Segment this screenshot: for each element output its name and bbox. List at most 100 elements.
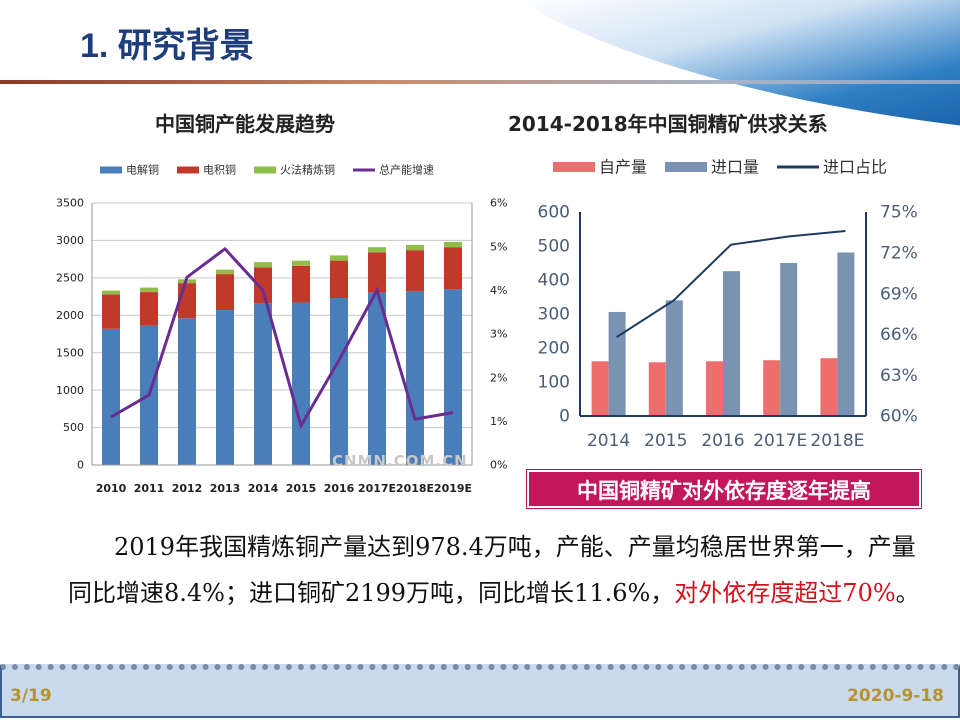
bar-电解铜 — [406, 291, 424, 465]
legend-label: 电解铜 — [126, 163, 159, 177]
title-divider — [0, 80, 960, 84]
y2-tick-label: 3% — [490, 328, 507, 341]
chart2-title: 2014-2018年中国铜精矿供求关系 — [508, 112, 828, 136]
bar-电解铜 — [330, 298, 348, 465]
x-tick-label: 2016 — [324, 482, 355, 495]
legend-label: 自产量 — [599, 157, 647, 176]
legend-swatch — [100, 166, 122, 174]
y-tick-label: 500 — [63, 421, 84, 434]
y-tick-label: 0 — [77, 459, 84, 472]
legend-label: 火法精炼铜 — [280, 163, 335, 177]
bar-电解铜 — [216, 310, 234, 465]
bar-火法精炼铜 — [102, 290, 120, 295]
bar-电解铜 — [178, 318, 196, 465]
x-tick-label: 2012 — [172, 482, 203, 495]
bar-火法精炼铜 — [254, 262, 272, 268]
bar-电解铜 — [368, 292, 386, 465]
y2-tick-label: 6% — [490, 197, 507, 210]
bar-火法精炼铜 — [444, 241, 462, 248]
bar-自产量 — [648, 362, 666, 416]
bar-电解铜 — [292, 302, 310, 465]
legend-label: 电积铜 — [203, 163, 236, 177]
y2-tick-label: 4% — [490, 284, 507, 297]
bar-电解铜 — [254, 303, 272, 465]
para-text: 2019年我国精炼铜产量达到978.4万吨，产能、产量均稳居世界第一，产量同比增… — [68, 533, 916, 607]
legend-swatch — [665, 162, 707, 172]
x-tick-label: 2018E — [396, 482, 434, 495]
x-tick-label: 2017E — [753, 431, 807, 451]
line-进口占比 — [616, 230, 846, 338]
y-tick-label: 1000 — [56, 384, 84, 397]
slide-title: 1. 研究背景 — [80, 27, 254, 65]
bar-进口量 — [780, 263, 798, 416]
y2-tick-label: 72% — [880, 243, 918, 263]
bar-电解铜 — [444, 289, 462, 465]
page-number: 3/19 — [10, 686, 52, 706]
legend-swatch — [553, 162, 595, 172]
x-tick-label: 2015 — [286, 482, 317, 495]
body-paragraph: 2019年我国精炼铜产量达到978.4万吨，产能、产量均稳居世界第一，产量同比增… — [68, 524, 928, 616]
bar-自产量 — [591, 361, 609, 416]
bar-电积铜 — [216, 274, 234, 311]
y2-tick-label: 75% — [880, 203, 918, 223]
bar-自产量 — [820, 358, 838, 416]
bar-电积铜 — [444, 247, 462, 290]
y2-tick-label: 1% — [490, 415, 507, 428]
y-tick-label: 100 — [538, 373, 570, 393]
x-tick-label: 2011 — [134, 482, 165, 495]
y-tick-label: 3000 — [56, 234, 84, 247]
y2-tick-label: 0% — [490, 459, 507, 472]
bar-电积铜 — [292, 265, 310, 303]
legend-label: 进口占比 — [823, 157, 887, 176]
slide-date: 2020-9-18 — [847, 686, 944, 706]
x-tick-label: 2017E — [358, 482, 396, 495]
site-watermark: CNMN.COM.CN — [332, 452, 468, 470]
y2-tick-label: 2% — [490, 371, 507, 384]
bar-火法精炼铜 — [330, 255, 348, 261]
para-highlight: 对外依存度超过70% — [674, 579, 896, 607]
bar-电积铜 — [368, 252, 386, 293]
bar-进口量 — [665, 300, 683, 416]
x-tick-label: 2014 — [587, 431, 630, 451]
legend-label: 进口量 — [711, 157, 759, 176]
legend-swatch — [254, 166, 276, 174]
x-tick-label: 2015 — [644, 431, 687, 451]
bar-进口量 — [723, 271, 740, 416]
bar-电积铜 — [140, 292, 158, 326]
y2-tick-label: 60% — [880, 407, 918, 427]
bar-电积铜 — [102, 294, 120, 329]
bar-火法精炼铜 — [292, 260, 310, 266]
y-tick-label: 2000 — [56, 309, 84, 322]
y-tick-label: 300 — [538, 305, 570, 325]
x-tick-label: 2013 — [210, 482, 241, 495]
bar-电积铜 — [254, 267, 272, 304]
legend-label: 总产能增速 — [379, 163, 434, 177]
x-tick-label: 2014 — [248, 482, 279, 495]
y2-tick-label: 63% — [880, 366, 918, 386]
para-end: 。 — [895, 579, 920, 607]
y2-tick-label: 5% — [490, 240, 507, 253]
y-tick-label: 3500 — [56, 197, 84, 210]
y-tick-label: 1500 — [56, 346, 84, 359]
y-tick-label: 500 — [538, 237, 570, 257]
chart1-title: 中国铜产能发展趋势 — [155, 112, 335, 136]
x-tick-label: 2010 — [96, 482, 127, 495]
bar-火法精炼铜 — [216, 269, 234, 275]
bar-自产量 — [763, 360, 781, 416]
bar-进口量 — [608, 311, 626, 416]
x-tick-label: 2018E — [810, 431, 864, 451]
bar-电积铜 — [330, 260, 348, 299]
callout-box: 中国铜精矿对外依存度逐年提高 — [527, 470, 921, 508]
bar-火法精炼铜 — [406, 244, 424, 251]
bar-电解铜 — [102, 328, 120, 465]
y-tick-label: 2500 — [56, 272, 84, 285]
bar-自产量 — [706, 361, 723, 416]
y-tick-label: 0 — [559, 407, 570, 427]
y2-tick-label: 66% — [880, 325, 918, 345]
y2-tick-label: 69% — [880, 284, 918, 304]
bar-火法精炼铜 — [368, 247, 386, 253]
bar-火法精炼铜 — [140, 287, 158, 293]
line-总产能增速 — [110, 246, 454, 430]
bar-电积铜 — [406, 250, 424, 292]
